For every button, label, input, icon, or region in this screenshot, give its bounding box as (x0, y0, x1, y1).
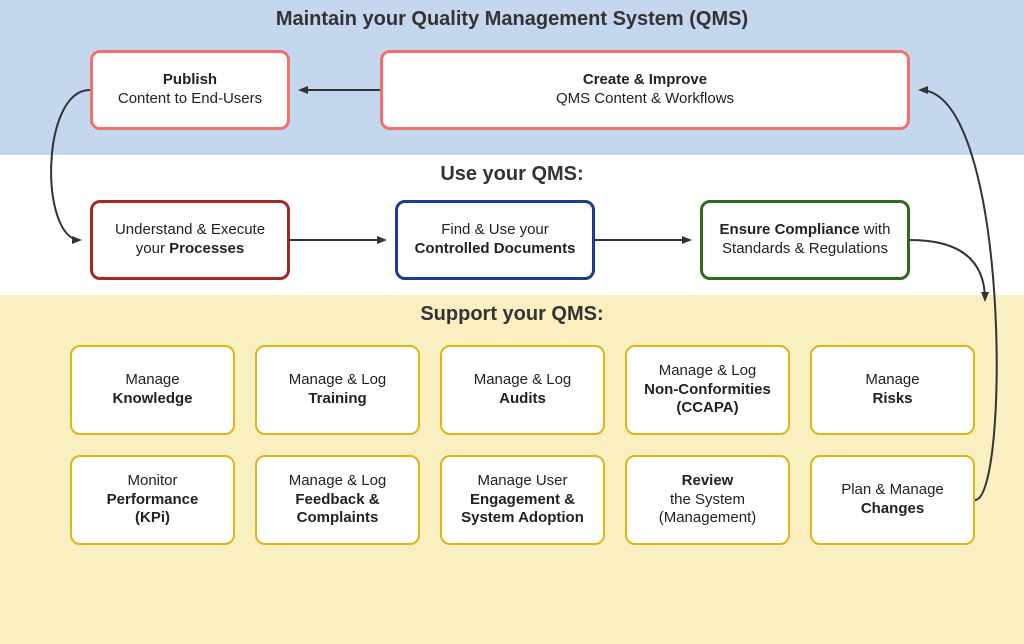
box-knowledge: ManageKnowledge (70, 345, 235, 435)
box-understand: Understand & Executeyour Processes (90, 200, 290, 280)
box-changes: Plan & ManageChanges (810, 455, 975, 545)
box-training: Manage & LogTraining (255, 345, 420, 435)
box-nonconf: Manage & LogNon-Conformities(CCAPA) (625, 345, 790, 435)
section-use-title: Use your QMS: (0, 155, 1024, 192)
box-create: Create & ImproveQMS Content & Workflows (380, 50, 910, 130)
box-find: Find & Use yourControlled Documents (395, 200, 595, 280)
box-audits: Manage & LogAudits (440, 345, 605, 435)
box-kpi: MonitorPerformance(KPi) (70, 455, 235, 545)
box-ensure: Ensure Compliance withStandards & Regula… (700, 200, 910, 280)
box-risks: ManageRisks (810, 345, 975, 435)
box-feedback: Manage & LogFeedback &Complaints (255, 455, 420, 545)
box-review: Reviewthe System(Management) (625, 455, 790, 545)
box-engagement: Manage UserEngagement &System Adoption (440, 455, 605, 545)
box-publish: PublishContent to End-Users (90, 50, 290, 130)
